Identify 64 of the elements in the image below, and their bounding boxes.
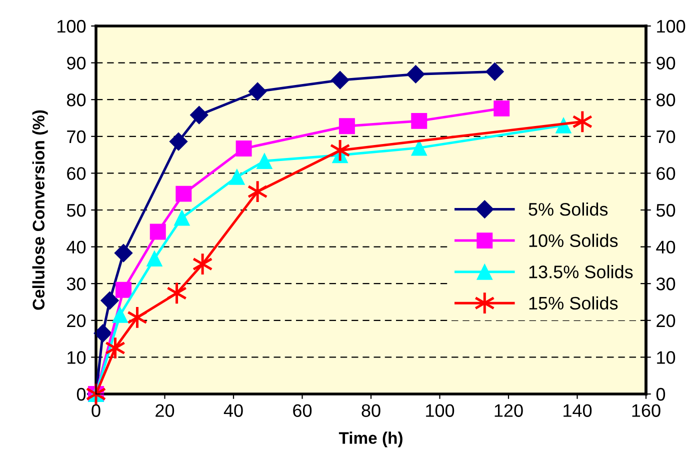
x-tick-label: 120 (494, 404, 523, 417)
point (174, 210, 190, 226)
x-tick-label: 160 (632, 404, 660, 417)
y-tick-label: 10 (68, 351, 86, 364)
y-tick-label: 80 (66, 94, 86, 106)
point (486, 62, 504, 81)
point (146, 250, 162, 267)
y-tick-label: 60 (67, 167, 86, 180)
point (100, 291, 119, 310)
point (190, 106, 208, 124)
y-tick-label: 0 (76, 388, 86, 401)
y2-tick-label: 80 (656, 94, 676, 106)
y2-tick-label: 50 (656, 204, 676, 217)
y2-tick-label: 90 (656, 56, 676, 70)
y2-tick-label: 30 (656, 278, 676, 290)
point (256, 153, 272, 170)
y-tick-label: 20 (67, 314, 86, 328)
point (411, 112, 428, 129)
y-tick-label: 40 (66, 240, 86, 254)
x-tick-label: 140 (564, 404, 592, 417)
legend-label: 15% Solids (529, 296, 618, 310)
y2-tick-label: 70 (656, 130, 676, 144)
point (228, 168, 245, 185)
point (330, 138, 350, 162)
point (406, 65, 425, 84)
x-tick-label: 80 (362, 404, 380, 417)
y2-tick-label: 0 (656, 388, 666, 401)
point (150, 224, 166, 240)
x-tick-label: 40 (224, 404, 243, 417)
point (112, 306, 128, 323)
y2-tick-label: 100 (657, 20, 686, 33)
y-axis-title: Cellulose Conversion (%) (32, 110, 48, 310)
point (338, 118, 355, 134)
y-tick-label: 50 (66, 204, 86, 217)
y2-tick-label: 60 (656, 167, 676, 180)
point (104, 336, 126, 360)
point (176, 186, 192, 202)
x-tick-label: 60 (293, 404, 312, 417)
point (114, 244, 133, 262)
point (236, 140, 252, 157)
legend-label: 10% Solids (529, 234, 618, 248)
legend-label: 13.5% Solids (529, 265, 633, 278)
y2-tick-label: 20 (656, 314, 676, 328)
x-tick-label: 0 (92, 404, 100, 417)
point (330, 70, 350, 90)
legend-label: 5% Solids (528, 202, 608, 216)
point (411, 140, 428, 156)
point (192, 252, 213, 276)
x-tick-label: 100 (426, 404, 454, 417)
x-tick-label: 20 (156, 404, 174, 417)
point (169, 132, 188, 151)
y2-tick-label: 10 (657, 351, 676, 364)
point (247, 180, 268, 204)
x-axis-title: Time (h) (338, 432, 402, 448)
y-tick-label: 70 (67, 130, 86, 144)
point (116, 282, 132, 298)
y-tick-label: 30 (66, 278, 86, 290)
point (126, 306, 148, 330)
point (494, 100, 510, 116)
point (248, 82, 267, 101)
y2-tick-label: 40 (656, 240, 676, 254)
point (94, 324, 112, 342)
y-tick-label: 100 (58, 20, 86, 33)
y-tick-label: 90 (67, 56, 86, 70)
